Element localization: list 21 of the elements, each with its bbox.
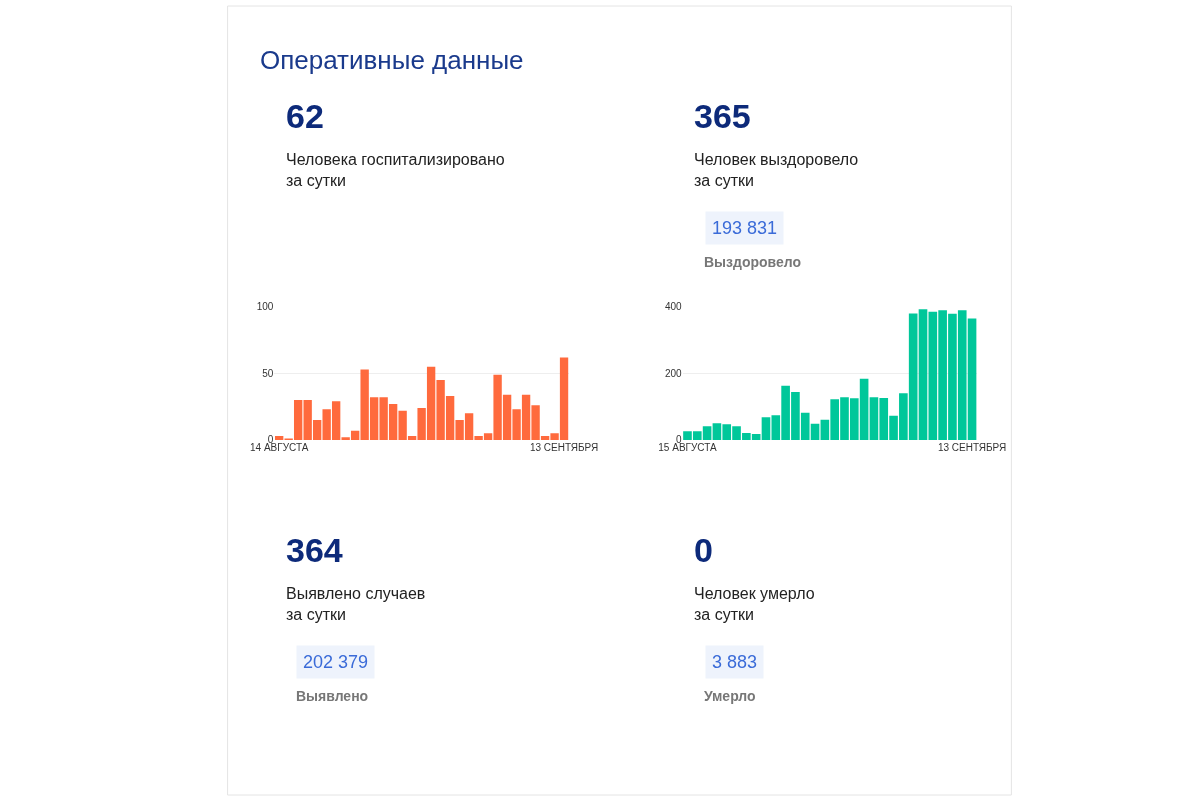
text: 3 883 xyxy=(712,652,758,672)
chart-subtitle: Человека госпитализировано за сутки xyxy=(286,151,505,189)
text: Выявлено xyxy=(296,688,369,704)
text: Выявлено случаев за сутки xyxy=(286,585,426,623)
text: Оперативные данные xyxy=(260,45,524,75)
text: 193 831 xyxy=(712,218,778,238)
y-tick-label: 50 xyxy=(262,367,274,379)
x-tick-label: 13 СЕНТЯБРЯ xyxy=(529,441,599,453)
x-tick-label: 13 СЕНТЯБРЯ xyxy=(937,441,1007,453)
y-tick-label: 200 xyxy=(664,367,682,379)
text: Человек умерло за сутки xyxy=(694,585,815,623)
chart-title: 62 xyxy=(286,97,324,135)
text: 202 379 xyxy=(303,652,369,672)
chart-subtitle: Человек выздоровело за сутки xyxy=(694,151,859,189)
y-tick-label: 100 xyxy=(256,301,274,313)
text: 364 xyxy=(286,531,343,569)
chart-title: 365 xyxy=(694,97,751,135)
text: Выздоровело xyxy=(704,254,802,270)
y-tick-label: 400 xyxy=(664,301,682,313)
text: Умерло xyxy=(704,688,756,704)
text: 0 xyxy=(694,531,713,569)
